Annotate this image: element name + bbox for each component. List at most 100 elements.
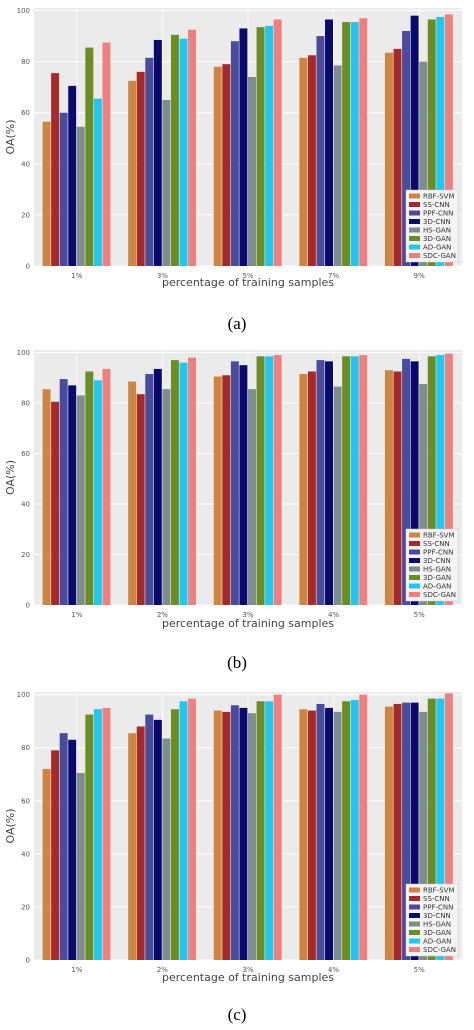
legend-label: 3D-CNN: [423, 557, 451, 565]
bar-ppf-cnn-2pct: [145, 373, 154, 605]
x-tick-label: 9%: [414, 272, 425, 280]
y-tick-label: 20: [21, 903, 30, 911]
bar-ss-cnn-2pct: [136, 726, 145, 960]
legend-swatch: [409, 253, 420, 258]
legend-label: SS-CNN: [423, 895, 450, 903]
legend-swatch: [409, 210, 420, 216]
y-tick-label: 80: [21, 744, 30, 752]
bar-3d-cnn-1pct: [68, 739, 77, 960]
legend-swatch: [409, 592, 420, 597]
x-tick-label: 1%: [71, 272, 82, 280]
bar-3d-cnn-1pct: [68, 85, 77, 266]
legend-swatch: [409, 566, 420, 572]
y-tick-label: 80: [21, 400, 30, 408]
bar-sdc-gan-5pct: [444, 693, 453, 960]
bar-ss-cnn-5pct: [393, 371, 402, 605]
bar-3d-gan-1pct: [85, 47, 94, 267]
bar-ppf-cnn-2pct: [145, 714, 154, 960]
y-tick-label: 100: [17, 7, 30, 15]
bar-ad-gan-2pct: [179, 701, 188, 960]
legend-label: 3D-GAN: [423, 574, 451, 582]
bar-hs-gan-4pct: [333, 711, 342, 960]
bar-ad-gan-3pct: [179, 38, 188, 266]
bar-ad-gan-3pct: [265, 701, 274, 960]
legend-label: HS-GAN: [423, 921, 451, 929]
y-tick-label: 80: [21, 58, 30, 66]
legend-label: SDC-GAN: [423, 946, 456, 954]
bar-3d-gan-5pct: [256, 27, 265, 266]
x-tick-label: 3%: [157, 272, 168, 280]
bar-sdc-gan-5pct: [444, 353, 453, 605]
bar-ad-gan-5pct: [436, 355, 445, 605]
bar-sdc-gan-1pct: [102, 42, 111, 266]
bar-rbf-svm-5pct: [384, 370, 393, 605]
bar-3d-gan-4pct: [342, 356, 351, 605]
legend-swatch: [409, 583, 420, 589]
bar-3d-cnn-4pct: [325, 707, 333, 960]
bar-ss-cnn-2pct: [136, 394, 145, 605]
x-tick-label: 5%: [242, 272, 253, 280]
bar-sdc-gan-5pct: [273, 19, 282, 266]
legend-swatch: [409, 549, 420, 555]
bar-rbf-svm-4pct: [299, 373, 308, 605]
bar-3d-cnn-3pct: [239, 707, 248, 960]
bar-rbf-svm-2pct: [128, 381, 137, 605]
bar-ss-cnn-3pct: [136, 71, 145, 266]
legend-label: 3D-CNN: [423, 218, 451, 226]
legend-swatch: [409, 532, 420, 538]
bar-3d-cnn-1pct: [68, 385, 77, 605]
x-tick-label: 5%: [414, 966, 425, 974]
bar-hs-gan-9pct: [419, 61, 428, 266]
y-tick-label: 100: [17, 349, 30, 357]
bar-ad-gan-2pct: [179, 362, 188, 605]
x-tick-label: 7%: [328, 272, 339, 280]
bar-ppf-cnn-4pct: [316, 703, 325, 960]
bar-ppf-cnn-5pct: [402, 702, 411, 960]
legend-label: AD-GAN: [423, 938, 451, 946]
bar-3d-cnn-4pct: [325, 361, 333, 605]
bar-chart-b: 0 20 40 60 80 100 1% 2% 3% 4% 5% percentage of trai…: [4, 349, 462, 630]
bar-ss-cnn-5pct: [222, 64, 231, 266]
legend-swatch: [409, 193, 420, 199]
bar-3d-cnn-9pct: [410, 15, 419, 267]
x-tick-label: 2%: [157, 966, 168, 974]
bar-rbf-svm-1pct: [42, 389, 51, 605]
chart-panel-c: 0 20 40 60 80 100 1% 2% 3% 4% 5% percentage of trai…: [0, 680, 474, 1030]
bar-ppf-cnn-5pct: [230, 41, 239, 267]
bar-ss-cnn-5pct: [393, 703, 402, 960]
bar-sdc-gan-1pct: [102, 368, 111, 605]
legend-label: SDC-GAN: [423, 252, 456, 260]
bar-hs-gan-1pct: [76, 395, 85, 605]
x-tick-label: 5%: [414, 611, 425, 619]
x-tick-label: 4%: [328, 611, 339, 619]
bar-ppf-cnn-9pct: [402, 30, 411, 267]
bar-hs-gan-4pct: [333, 386, 342, 605]
bar-3d-cnn-3pct: [239, 365, 248, 605]
bar-hs-gan-2pct: [162, 738, 171, 960]
bar-ss-cnn-1pct: [51, 750, 60, 960]
bar-sdc-gan-4pct: [359, 355, 368, 605]
y-axis-label: OA(%): [4, 808, 17, 843]
bar-chart-a: 0 20 40 60 80 100 1% 3% 5% 7% 9% percentage of trai…: [4, 7, 462, 289]
bar-rbf-svm-3pct: [213, 710, 222, 960]
legend-swatch: [409, 558, 420, 563]
bar-ppf-cnn-3pct: [145, 57, 154, 266]
bar-sdc-gan-3pct: [273, 355, 282, 605]
bar-ad-gan-3pct: [265, 356, 274, 605]
bar-hs-gan-3pct: [248, 389, 256, 605]
legend-swatch: [409, 904, 420, 910]
y-tick-label: 100: [17, 691, 30, 699]
x-tick-label: 1%: [71, 611, 82, 619]
legend-swatch: [409, 236, 420, 241]
x-axis-label: percentage of training samples: [162, 617, 334, 630]
bar-sdc-gan-4pct: [359, 694, 368, 960]
bar-ss-cnn-3pct: [222, 711, 231, 960]
legend-label: RBF-SVM: [423, 532, 455, 540]
bar-sdc-gan-3pct: [188, 29, 197, 266]
bar-rbf-svm-9pct: [384, 52, 393, 266]
bar-hs-gan-1pct: [76, 772, 85, 960]
y-tick-label: 0: [26, 602, 30, 610]
x-tick-label: 3%: [242, 611, 253, 619]
bar-ppf-cnn-4pct: [316, 360, 325, 605]
y-tick-label: 40: [21, 850, 30, 858]
